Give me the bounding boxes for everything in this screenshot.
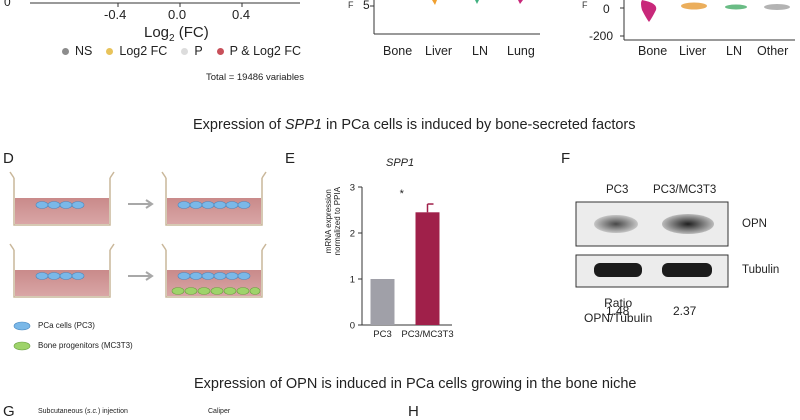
culture-schematic	[9, 171, 267, 351]
panel-g-injection-label: Subcutaneous (s.c.) injection	[38, 408, 128, 415]
violin-plot-middle: F	[348, 0, 540, 35]
volcano-x-tick-label: 0.4	[232, 7, 251, 22]
legend-dot	[62, 48, 69, 55]
band-tubulin-pc3	[594, 263, 642, 277]
ratio-label: Ratio OPN/Tubulin	[584, 296, 652, 326]
arrow-icon	[128, 199, 154, 209]
volcano-xlabel-sub: 2	[169, 33, 175, 44]
ratio-label-line2: OPN/Tubulin	[584, 311, 653, 325]
y-tick-label: 0	[350, 321, 355, 332]
significance-marker: *	[400, 188, 405, 200]
band-opn-pc3-mc3t3	[662, 214, 714, 234]
violin-mid-category: Bone	[383, 44, 413, 58]
lane-label-pc3-mc3t3: PC3/MC3T3	[653, 184, 717, 196]
y-tick-label: 2	[350, 229, 355, 240]
panel-letter-f: F	[561, 150, 571, 167]
well-pc3-control-after	[161, 171, 267, 226]
volcano-total: Total = 19486 variables	[206, 72, 304, 83]
volcano-plot	[30, 2, 300, 7]
violin-mid-category: LN	[472, 44, 488, 58]
volcano-xlabel-main: Log	[144, 24, 170, 41]
section-title-part: in PCa cells is induced by bone-secreted…	[321, 117, 636, 133]
panel-letter-h: H	[408, 403, 419, 420]
legend-dot	[216, 48, 224, 55]
volcano-xlabel-rest: (FC)	[174, 24, 209, 41]
ratio-label-line1: Ratio	[604, 296, 633, 310]
violin-shape	[725, 4, 747, 10]
violin-shape	[764, 4, 790, 10]
violin-right-y-tick-label: 0	[603, 2, 610, 16]
legend-dot	[181, 48, 189, 55]
arrow-icon	[128, 271, 154, 281]
mc3t3-cell-icon	[13, 341, 31, 351]
section-title-part: Expression of	[193, 117, 285, 133]
volcano-x-axis-label: Log2 (FC)	[144, 24, 209, 44]
band-tubulin-pc3-mc3t3	[662, 263, 712, 277]
bar	[415, 212, 440, 325]
volcano-x-tick-label: 0.0	[168, 7, 187, 22]
legend-item-log2fc: Log2 FC	[106, 44, 167, 58]
well-pc3-coculture-after	[161, 243, 267, 298]
violin-right-category: Liver	[679, 44, 707, 58]
lane-label-pc3: PC3	[606, 184, 629, 196]
volcano-y-tick-label: 0	[4, 0, 11, 9]
section-title-opn: Expression of OPN is induced in PCa cell…	[194, 376, 637, 392]
y-tick-label: 1	[350, 275, 355, 286]
ratio-value-pc3-mc3t3: 2.37	[673, 304, 697, 318]
violin-mid-y-tick-label: 5	[363, 0, 370, 12]
panel-letter-g: G	[3, 403, 15, 420]
panel-letter-e: E	[285, 150, 296, 167]
violin-mid-category: Lung	[507, 44, 535, 58]
violin-shape	[681, 2, 707, 10]
legend-dot	[106, 48, 114, 55]
well-pc3-coculture-before	[9, 243, 115, 298]
legend-label-mc3t3: Bone progenitors (MC3T3)	[38, 341, 133, 350]
blot-label-tubulin: Tubulin	[742, 264, 780, 276]
chart-title-spp1: SPP1	[386, 157, 415, 169]
violin-shape	[432, 0, 437, 5]
section-title-gene: SPP1	[284, 117, 322, 133]
band-opn-pc3	[594, 215, 638, 233]
section-title-spp1: Expression of SPP1 in PCa cells is induc…	[193, 117, 636, 133]
violin-right-category: LN	[726, 44, 742, 58]
blot-label-opn: OPN	[742, 218, 767, 230]
violin-right-category: Bone	[638, 44, 668, 58]
violin-shape	[518, 0, 523, 4]
violin-plot-right: F	[582, 0, 795, 41]
x-tick-label: PC3	[373, 329, 391, 340]
violin-right-category: Other	[757, 44, 789, 58]
legend-item-p-log2fc: P & Log2 FC	[216, 44, 301, 58]
legend-item-p: P	[181, 44, 203, 58]
pc3-cell-icon	[13, 321, 31, 331]
well-pc3-control-before	[9, 171, 115, 226]
volcano-x-tick-label: -0.4	[104, 7, 127, 22]
panel-g-caliper-label: Caliper	[208, 408, 231, 415]
violin-mid-category: Liver	[425, 44, 453, 58]
violin-mid-axis-letter: F	[348, 0, 354, 10]
ratio-value-pc3: 1.48	[606, 304, 630, 318]
violin-shape	[641, 0, 657, 22]
y-tick-label: 3	[350, 183, 355, 194]
bar	[370, 279, 395, 325]
volcano-legend: NS Log2 FC P P & Log2 FC	[62, 44, 301, 58]
legend-label-pc3: PCa cells (PC3)	[38, 321, 95, 330]
violin-shape	[475, 0, 479, 4]
panel-letter-d: D	[3, 150, 14, 167]
chart-ylabel-line1: mRNA expression	[323, 189, 333, 254]
violin-right-y-tick-label: -200	[589, 29, 614, 43]
x-tick-label: PC3/MC3T3	[401, 329, 453, 340]
legend-item-ns: NS	[62, 44, 92, 58]
western-blot	[575, 201, 729, 288]
violin-right-axis-letter: F	[582, 0, 588, 10]
bar-chart-spp1: 0 1 2 3 PC3 PC3/MC3T3 *	[350, 183, 454, 341]
